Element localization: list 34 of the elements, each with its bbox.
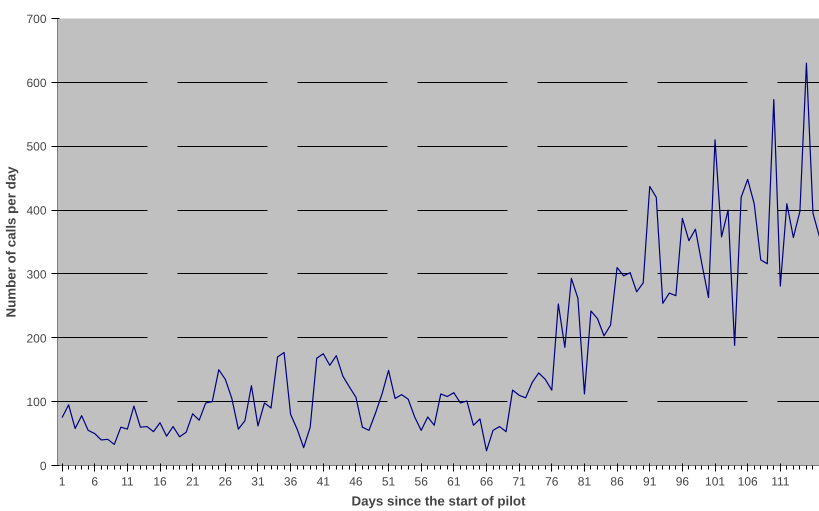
x-tick-label: 71 [512,474,526,488]
x-tick-label: 46 [349,474,363,488]
x-tick-label: 111 [771,474,790,488]
x-tick-label: 26 [218,474,232,488]
y-tick-label: 400 [26,204,47,218]
x-tick-label: 91 [643,474,657,488]
line-series [61,62,819,452]
y-tick-label: 600 [26,76,47,90]
x-tick-label: 16 [153,474,168,488]
x-axis-title: Days since the start of pilot [351,494,526,508]
x-tick-label: 101 [705,474,726,488]
x-tick-label: 66 [480,474,494,488]
y-tick-label: 0 [40,459,47,473]
x-tick-label: 11 [121,474,134,488]
y-tick-label: 300 [26,267,47,282]
x-tick-label: 96 [676,474,690,488]
x-tick-label: 76 [545,474,559,488]
x-tick-label: 6 [91,474,98,488]
y-tick-label: 700 [26,12,47,26]
x-tick-label: 21 [186,474,200,488]
x-tick-label: 106 [738,474,758,488]
x-tick-label: 31 [251,474,265,488]
y-tick-label: 500 [26,140,47,154]
x-tick-label: 61 [447,474,461,488]
y-tick-label: 100 [26,395,47,410]
x-tick-label: 1 [58,474,66,488]
x-tick-label: 51 [382,474,396,488]
x-tick-label: 41 [316,474,330,488]
y-axis-title: Number of calls per day [3,166,18,318]
y-tick-label: 200 [26,331,47,346]
x-tick-label: 56 [414,474,428,488]
x-tick-label: 86 [610,474,624,488]
x-tick-label: 81 [578,474,592,488]
x-tick-label: 36 [284,474,298,488]
